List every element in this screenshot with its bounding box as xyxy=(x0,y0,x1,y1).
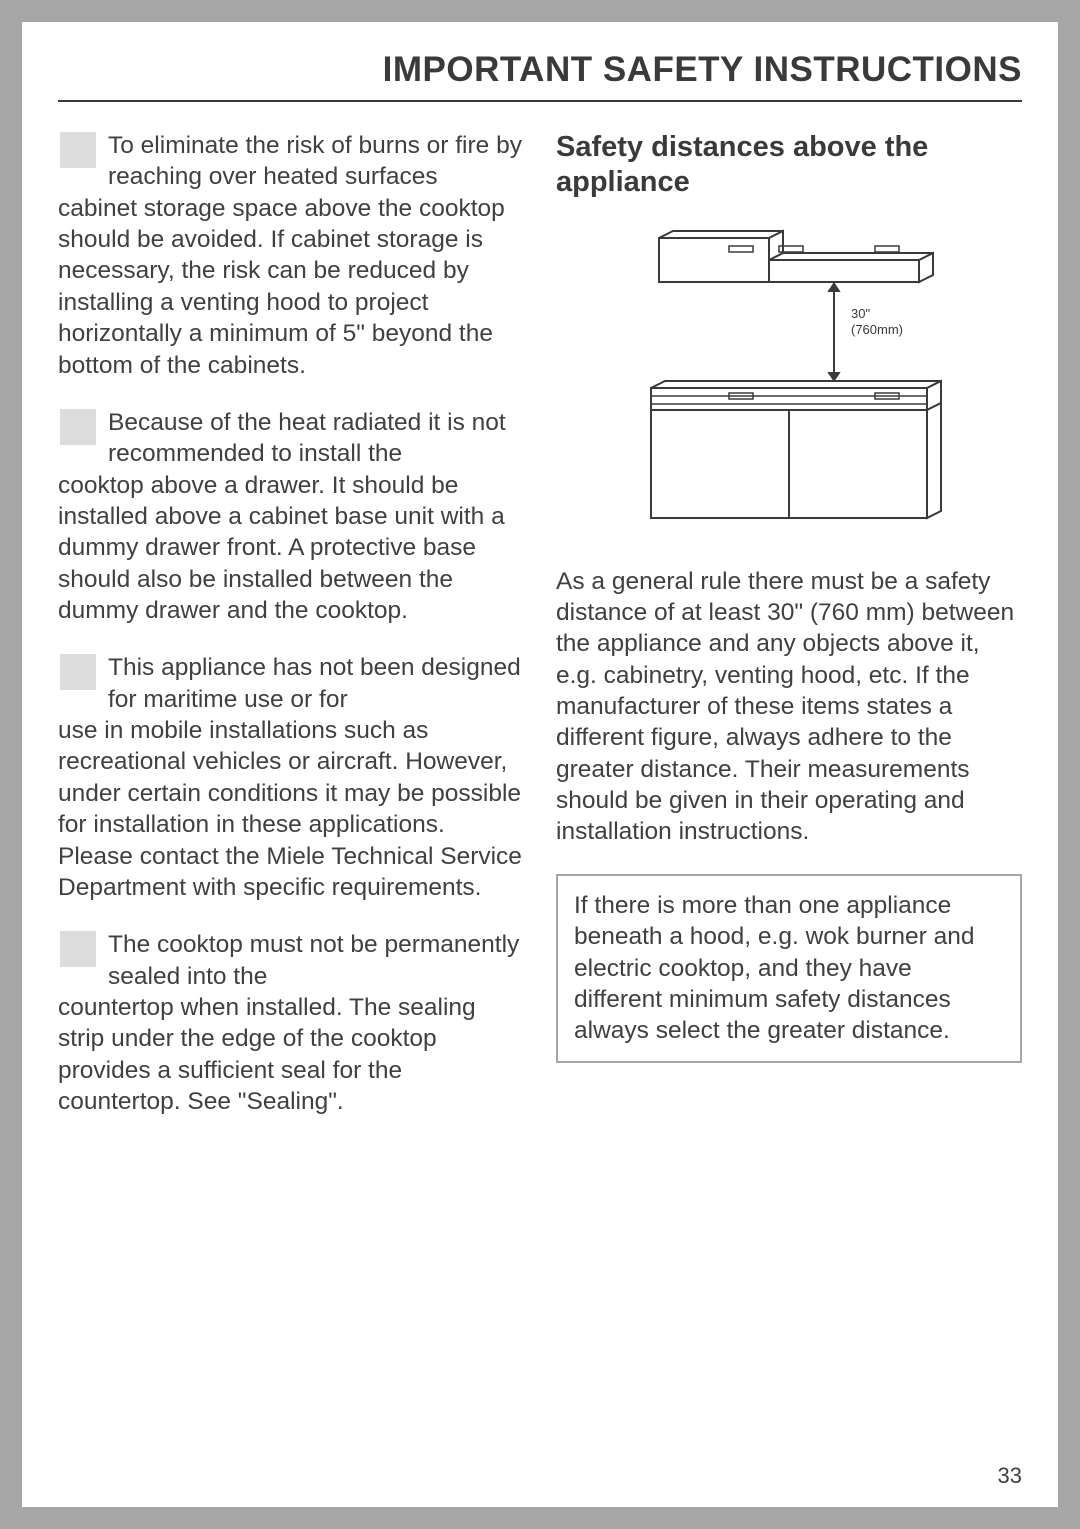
paragraph-lead: Because of the heat radiated it is not r… xyxy=(58,407,524,470)
svg-text:(760mm): (760mm) xyxy=(851,322,903,337)
page-number: 33 xyxy=(998,1463,1022,1489)
bullet-icon xyxy=(60,654,96,690)
safety-paragraph: The cooktop must not be permanently seal… xyxy=(58,929,524,1117)
paragraph-lead: The cooktop must not be permanently seal… xyxy=(58,929,524,992)
callout-box: If there is more than one appliance bene… xyxy=(556,874,1022,1063)
paragraph-body: countertop when installed. The sealing s… xyxy=(58,994,476,1115)
paragraph-body: use in mobile installations such as recr… xyxy=(58,717,522,901)
clearance-diagram-svg: 30"(760mm) xyxy=(599,220,979,540)
safety-paragraph: This appliance has not been designed for… xyxy=(58,652,524,903)
paragraph-lead: This appliance has not been designed for… xyxy=(58,652,524,715)
bullet-icon xyxy=(60,132,96,168)
bullet-icon xyxy=(60,409,96,445)
clearance-diagram: 30"(760mm) xyxy=(556,220,1022,540)
page-title: IMPORTANT SAFETY INSTRUCTIONS xyxy=(58,50,1022,102)
paragraph-body: cabinet storage space above the cooktop … xyxy=(58,195,505,379)
svg-text:30": 30" xyxy=(851,306,870,321)
safety-paragraph: To eliminate the risk of burns or fire b… xyxy=(58,130,524,381)
left-column: To eliminate the risk of burns or fire b… xyxy=(58,130,524,1143)
bullet-icon xyxy=(60,931,96,967)
document-page: IMPORTANT SAFETY INSTRUCTIONS To elimina… xyxy=(22,22,1058,1507)
clearance-body-text: As a general rule there must be a safety… xyxy=(556,566,1022,848)
section-heading: Safety distances above the appliance xyxy=(556,130,1022,200)
right-column: Safety distances above the appliance 30"… xyxy=(556,130,1022,1143)
safety-paragraph: Because of the heat radiated it is not r… xyxy=(58,407,524,627)
two-column-layout: To eliminate the risk of burns or fire b… xyxy=(58,130,1022,1143)
paragraph-lead: To eliminate the risk of burns or fire b… xyxy=(58,130,524,193)
paragraph-body: cooktop above a drawer. It should be ins… xyxy=(58,472,505,624)
